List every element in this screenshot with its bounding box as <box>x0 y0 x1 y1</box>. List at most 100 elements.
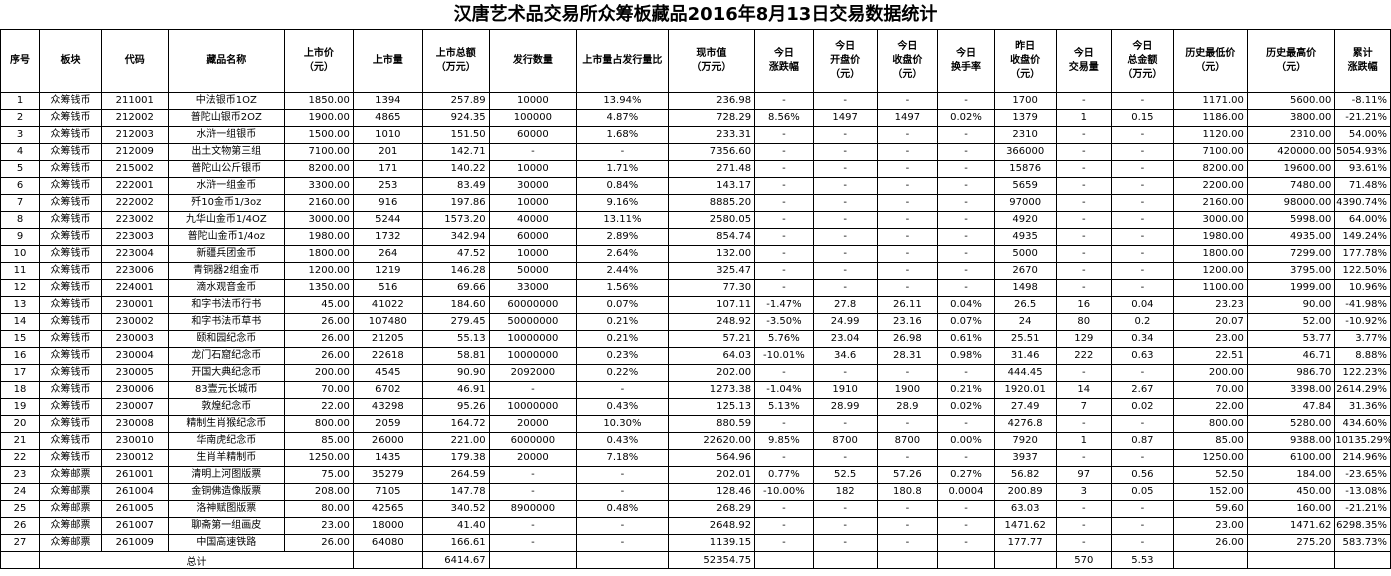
table-cell: - <box>754 415 814 433</box>
table-cell: 564.96 <box>667 449 756 467</box>
table-cell: 13 <box>0 296 41 314</box>
table-cell: 880.59 <box>667 415 756 433</box>
table-cell: - <box>488 381 578 399</box>
table-cell: 7 <box>1055 398 1113 416</box>
table-cell: 3300.00 <box>283 177 354 195</box>
table-cell: 236.98 <box>667 92 756 110</box>
table-cell: 0.63 <box>1111 347 1174 365</box>
table-cell: 50000 <box>488 262 578 280</box>
table-cell: 8.88% <box>1334 347 1391 365</box>
header-row: 序号 板块 代码 藏品名称 上市价 （元） 上市量 上市总额 （万元） 发行数量 上市量占发行量比现… <box>0 29 1391 93</box>
table-cell: 0.34 <box>1111 330 1174 348</box>
table-cell: 3800.00 <box>1246 109 1336 127</box>
table-cell: - <box>1055 500 1113 518</box>
table-cell: - <box>754 92 814 110</box>
table-cell: 45.00 <box>283 296 354 314</box>
column-header: 上市价 （元） <box>283 29 354 93</box>
table-row: 13 众筹钱币 230001 和字书法币行书 45.00 41022 184.60 60000… <box>0 296 1391 314</box>
table-cell: 223002 <box>100 211 169 229</box>
table-cell: 202.01 <box>667 466 756 484</box>
table-cell: 275.20 <box>1246 534 1336 552</box>
table-cell: 1350.00 <box>283 279 354 297</box>
table-cell: 25.51 <box>993 330 1057 348</box>
table-cell: -1.47% <box>754 296 814 314</box>
table-cell: 28.9 <box>876 398 939 416</box>
table-cell: 7 <box>0 194 41 212</box>
table-cell: 4545 <box>352 364 423 382</box>
table-cell: 7299.00 <box>1246 245 1336 263</box>
table-cell: 214.96% <box>1334 449 1391 467</box>
table-cell: - <box>1111 92 1174 110</box>
table-cell: 230005 <box>100 364 169 382</box>
column-header: 今日 换手率 <box>937 29 995 93</box>
table-cell: 223003 <box>100 228 169 246</box>
table-cell: 生肖羊精制币 <box>167 449 285 467</box>
table-cell: - <box>812 160 878 178</box>
table-cell: 1 <box>1055 432 1113 450</box>
table-cell: 31.46 <box>993 347 1057 365</box>
table-cell: 众筹钱币 <box>39 194 102 212</box>
table-cell: 0.87 <box>1111 432 1174 450</box>
table-body: 1 众筹钱币 211001 中法银币1OZ 1850.00 1394 257.89 10000… <box>0 92 1391 552</box>
table-cell: - <box>937 415 995 433</box>
table-cell: 23.00 <box>1172 330 1248 348</box>
table-cell: - <box>876 228 939 246</box>
table-cell: 22.00 <box>1172 398 1248 416</box>
table-cell: 22620.00 <box>667 432 756 450</box>
table-cell: 众筹邮票 <box>39 466 102 484</box>
table-cell: -10.01% <box>754 347 814 365</box>
table-cell: 26.00 <box>283 313 354 331</box>
table-cell: 8 <box>0 211 41 229</box>
table-cell: 2310 <box>993 126 1057 144</box>
table-cell: - <box>488 143 578 161</box>
table-cell: 众筹钱币 <box>39 313 102 331</box>
table-row: 5 众筹钱币 215002 普陀山公斤银币 8200.00 171 140.22 10000 1… <box>0 160 1391 178</box>
table-cell: 7100.00 <box>1172 143 1248 161</box>
table-cell: 12 <box>0 279 41 297</box>
table-cell: 众筹钱币 <box>39 449 102 467</box>
table-cell: - <box>488 517 578 535</box>
table-cell: 7356.60 <box>667 143 756 161</box>
table-cell: 6298.35% <box>1334 517 1391 535</box>
table-cell: - <box>1055 449 1113 467</box>
total-cell <box>0 551 41 569</box>
table-cell: -10.00% <box>754 483 814 501</box>
table-cell: 1.56% <box>576 279 669 297</box>
table-cell: 8.56% <box>754 109 814 127</box>
total-amount: 5.53 <box>1111 551 1174 569</box>
table-cell: 中国高速铁路 <box>167 534 285 552</box>
sheet-title: 汉唐艺术品交易所众筹板藏品2016年8月13日交易数据统计 <box>453 4 938 25</box>
table-cell: 31.36% <box>1334 398 1391 416</box>
table-cell: -13.08% <box>1334 483 1391 501</box>
table-cell: 80.00 <box>283 500 354 518</box>
table-cell: - <box>1111 143 1174 161</box>
table-cell: 4.87% <box>576 109 669 127</box>
table-cell: 152.00 <box>1172 483 1248 501</box>
table-cell: 23.23 <box>1172 296 1248 314</box>
table-cell: 青铜器2组金币 <box>167 262 285 280</box>
table-cell: 23.16 <box>876 313 939 331</box>
table-cell: 20 <box>0 415 41 433</box>
column-header: 上市量占发行量比 <box>576 29 669 93</box>
table-cell: 26 <box>0 517 41 535</box>
table-cell: 60000 <box>488 228 578 246</box>
table-cell: 10000000 <box>488 398 578 416</box>
table-cell: 59.60 <box>1172 500 1248 518</box>
table-cell: 5280.00 <box>1246 415 1336 433</box>
table-cell: 257.89 <box>421 92 490 110</box>
table-cell: 众筹钱币 <box>39 398 102 416</box>
table-cell: 179.38 <box>421 449 490 467</box>
table-cell: - <box>1111 364 1174 382</box>
table-cell: 7920 <box>993 432 1057 450</box>
table-cell: - <box>754 500 814 518</box>
total-label: 总计 <box>39 551 354 569</box>
table-cell: 23.00 <box>283 517 354 535</box>
table-cell: 854.74 <box>667 228 756 246</box>
table-cell: 80 <box>1055 313 1113 331</box>
table-cell: 龙门石窟纪念币 <box>167 347 285 365</box>
table-cell: 261007 <box>100 517 169 535</box>
table-cell: -10.92% <box>1334 313 1391 331</box>
table-cell: 0.43% <box>576 432 669 450</box>
table-cell: 97 <box>1055 466 1113 484</box>
